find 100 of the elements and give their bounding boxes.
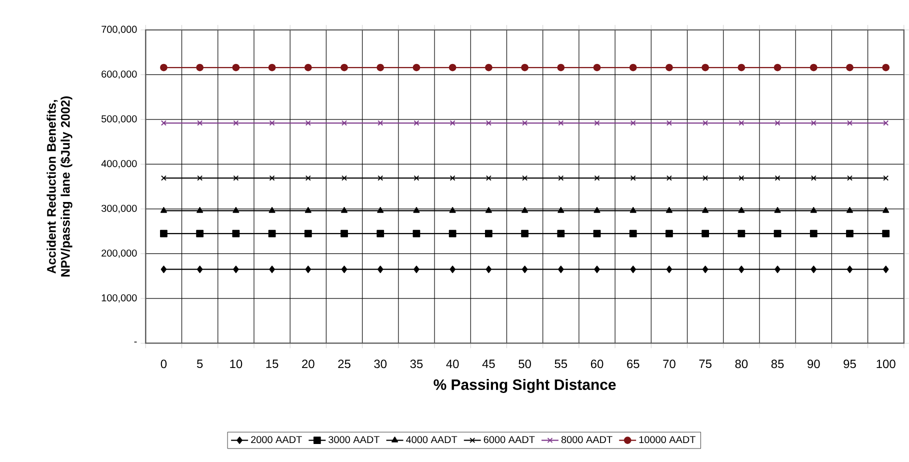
x-tick-label: 30 — [374, 360, 387, 368]
point — [340, 207, 348, 213]
x-tick-label: 35 — [410, 360, 423, 368]
point — [269, 266, 275, 274]
x-tick-label: 25 — [338, 360, 350, 368]
point — [197, 120, 203, 126]
point — [450, 266, 456, 274]
point — [485, 207, 492, 213]
point — [594, 266, 600, 274]
point — [557, 230, 565, 238]
y-tick-label: 700,000 — [102, 26, 137, 34]
point — [593, 230, 601, 238]
point — [810, 120, 816, 126]
x-axis-title: % Passing Sight Distance — [434, 379, 616, 394]
point — [810, 175, 816, 181]
point — [414, 175, 420, 181]
x-tick-label: 50 — [518, 360, 531, 368]
point — [376, 64, 384, 72]
point — [883, 120, 889, 126]
point — [522, 120, 528, 126]
point — [594, 207, 600, 213]
point — [340, 64, 348, 72]
point — [522, 266, 528, 274]
point — [377, 207, 384, 213]
point — [269, 120, 275, 126]
point — [846, 175, 853, 181]
point — [521, 64, 528, 72]
point — [630, 266, 636, 274]
x-tick-label: 75 — [699, 360, 712, 368]
point — [666, 120, 672, 126]
point — [629, 230, 637, 238]
point — [558, 207, 564, 213]
point — [558, 266, 564, 274]
point — [305, 120, 311, 126]
point — [342, 175, 348, 181]
point — [630, 120, 636, 126]
x-tick-label: 60 — [590, 360, 604, 368]
legend-label: 3000 AADT — [328, 436, 380, 444]
point — [160, 64, 168, 72]
x-tick-label: 40 — [446, 360, 459, 368]
point — [593, 64, 601, 72]
point — [341, 266, 348, 274]
point — [666, 207, 672, 213]
y-tick-label: 300,000 — [101, 204, 137, 214]
point — [738, 230, 746, 238]
point — [450, 175, 456, 181]
point — [378, 175, 384, 181]
legend-label: 4000 AADT — [406, 436, 458, 444]
point — [268, 64, 276, 72]
point — [702, 175, 708, 181]
point — [846, 120, 853, 126]
y-tick-label: 200,000 — [102, 250, 137, 258]
x-tick-label: 10 — [230, 360, 242, 368]
point — [522, 207, 528, 213]
y-tick-label: 500,000 — [102, 115, 137, 124]
point — [484, 64, 492, 72]
point — [486, 175, 492, 181]
x-tick-label: 20 — [302, 360, 314, 368]
point — [738, 175, 744, 181]
point — [774, 120, 780, 126]
point — [378, 120, 384, 126]
point — [666, 266, 672, 274]
x-tick-label: 100 — [876, 360, 896, 368]
point — [558, 175, 564, 181]
point — [774, 207, 781, 213]
point — [304, 207, 312, 213]
x-tick-label: 70 — [663, 360, 676, 368]
point — [450, 120, 456, 126]
point — [196, 230, 204, 238]
point — [160, 175, 166, 181]
point — [883, 175, 889, 181]
point — [449, 207, 456, 213]
point — [810, 64, 818, 72]
x-tick-label: 5 — [196, 360, 203, 368]
point — [630, 175, 636, 181]
point — [196, 266, 203, 274]
point — [774, 175, 780, 181]
point — [738, 64, 746, 72]
x-tick-label: 90 — [808, 360, 820, 368]
y-tick-label: 600,000 — [102, 70, 137, 79]
point — [486, 266, 492, 274]
point — [268, 230, 276, 238]
point — [304, 64, 312, 72]
x-tick-label: 55 — [554, 360, 568, 368]
point — [232, 64, 240, 72]
point — [412, 230, 420, 238]
point — [305, 266, 312, 274]
point — [846, 64, 854, 72]
point — [702, 207, 709, 213]
point — [304, 230, 312, 238]
point — [196, 207, 204, 213]
point — [521, 230, 528, 238]
point — [738, 207, 745, 213]
point — [484, 230, 492, 238]
point — [629, 64, 637, 72]
point — [233, 175, 239, 181]
point — [882, 64, 890, 72]
point — [448, 64, 456, 72]
point — [233, 266, 239, 274]
y-axis-title: Accident Reduction Benefits, NPV/passing lane ($July 2002) — [46, 96, 72, 277]
